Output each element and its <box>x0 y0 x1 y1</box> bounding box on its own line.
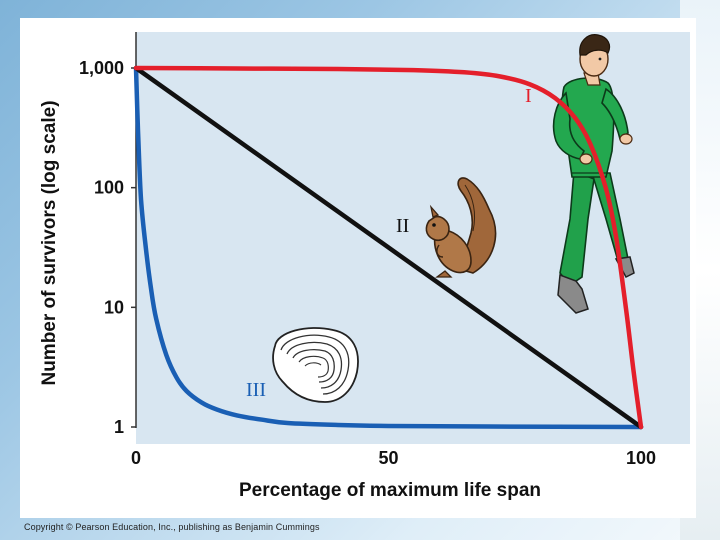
x-axis-label: Percentage of maximum life span <box>239 480 541 501</box>
figure-card: 1 10 100 1,000 0 50 100 Number of survivors (… <box>20 18 696 518</box>
y-tick-label: 10 <box>104 297 124 317</box>
survivorship-curve-I <box>133 65 644 430</box>
survivorship-curve-III <box>133 65 644 430</box>
squirrel-icon <box>425 177 497 278</box>
survivorship-curve-II <box>133 65 644 430</box>
y-tick-label: 1 <box>114 417 124 437</box>
y-tick-label: 1,000 <box>79 58 124 78</box>
curve-label-III: III <box>246 379 266 401</box>
curve-label-I: I <box>525 85 532 107</box>
copyright-text: Copyright © Pearson Education, Inc., pub… <box>24 522 320 532</box>
x-tick-label: 100 <box>626 448 656 468</box>
x-tick-label: 50 <box>378 448 398 468</box>
x-tick-label: 0 <box>131 448 141 468</box>
y-tick-label: 100 <box>94 178 124 198</box>
runner-icon <box>552 34 635 314</box>
y-axis-label: Number of survivors (log scale) <box>39 100 60 385</box>
curve-label-II: II <box>396 215 409 237</box>
oyster-shell-icon <box>272 327 359 403</box>
survivorship-chart: 1 10 100 1,000 0 50 100 Number of survivors (… <box>39 32 690 501</box>
